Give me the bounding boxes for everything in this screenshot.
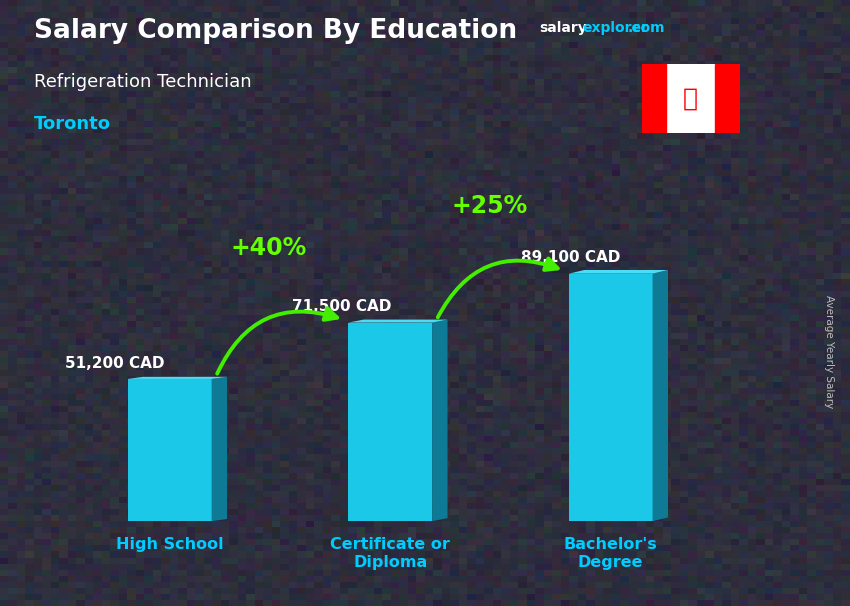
Text: Average Yearly Salary: Average Yearly Salary <box>824 295 834 408</box>
Text: .com: .com <box>627 21 665 35</box>
Bar <box>128 379 212 521</box>
Polygon shape <box>212 377 227 521</box>
Bar <box>569 274 653 521</box>
Text: explorer: explorer <box>582 21 648 35</box>
Text: +40%: +40% <box>231 236 307 259</box>
Bar <box>642 64 666 133</box>
Text: 51,200 CAD: 51,200 CAD <box>65 356 164 371</box>
Text: Refrigeration Technician: Refrigeration Technician <box>34 73 252 91</box>
Polygon shape <box>128 377 227 379</box>
Polygon shape <box>348 319 447 322</box>
Polygon shape <box>432 319 447 521</box>
Text: salary: salary <box>540 21 587 35</box>
Text: Toronto: Toronto <box>34 115 111 133</box>
Text: Salary Comparison By Education: Salary Comparison By Education <box>34 18 517 44</box>
Text: +25%: +25% <box>451 195 528 218</box>
Bar <box>348 322 432 521</box>
Bar <box>715 64 740 133</box>
Polygon shape <box>569 270 668 274</box>
Text: 🍁: 🍁 <box>683 87 698 110</box>
Polygon shape <box>653 270 668 521</box>
Text: 89,100 CAD: 89,100 CAD <box>521 250 620 265</box>
Text: 71,500 CAD: 71,500 CAD <box>292 299 391 315</box>
